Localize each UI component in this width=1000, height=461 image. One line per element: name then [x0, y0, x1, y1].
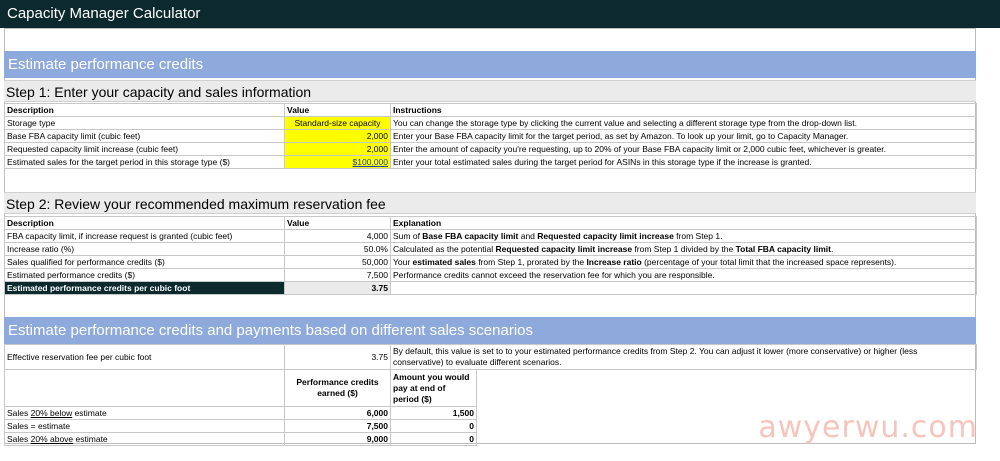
row-instructions: You can change the storage type by click… [390, 116, 977, 130]
estimated-sales-value[interactable]: $100,000 [352, 157, 388, 167]
column-header: Description [4, 216, 285, 230]
table-row: Increase ratio (%) 50.0% Calculated as t… [4, 242, 977, 256]
column-header-payment: Amount you would pay at end of period ($) [390, 369, 477, 407]
column-header: Value [284, 103, 391, 117]
credits-earned: 6,000 [284, 406, 391, 420]
table-header-row: Description Value Explanation [4, 216, 977, 230]
row-instructions: Enter the amount of capacity you're requ… [390, 142, 977, 156]
effective-fee-input[interactable]: 3.75 [284, 344, 391, 370]
storage-type-select[interactable]: Standard-size capacity [284, 116, 391, 130]
scenario-table: Effective reservation fee per cubic foot… [4, 344, 978, 446]
credits-earned: 9,000 [284, 432, 391, 446]
fee-row: Effective reservation fee per cubic foot… [4, 344, 978, 370]
table-row: Sales 20% below estimate 6,000 1,500 [4, 406, 977, 420]
estimated-sales-input[interactable]: $100,000 [284, 155, 391, 169]
row-description: FBA capacity limit, if increase request … [4, 229, 285, 243]
fee-note: By default, this value is set to to your… [389, 344, 978, 370]
table-row: Sales 20% above estimate 9,000 0 [4, 432, 977, 446]
row-instructions: Enter your Base FBA capacity limit for t… [390, 129, 977, 143]
section-heading-sales-scenarios: Estimate performance credits and payment… [4, 317, 976, 344]
row-value: 7,500 [284, 268, 391, 282]
row-explanation: Calculated as the potential Requested ca… [390, 242, 977, 256]
amount-to-pay: 0 [390, 419, 477, 433]
title-bar-fill [975, 0, 1000, 28]
row-description: Estimated performance credits ($) [4, 268, 285, 282]
spacer-cell [477, 370, 977, 407]
table-row: FBA capacity limit, if increase request … [4, 229, 977, 243]
row-value: 4,000 [284, 229, 391, 243]
scenario-label: Sales 20% above estimate [4, 432, 285, 446]
column-header: Value [284, 216, 391, 230]
result-value: 3.75 [284, 281, 391, 295]
column-header: Description [4, 103, 285, 117]
fee-label: Effective reservation fee per cubic foot [4, 344, 285, 370]
table-row: Sales qualified for performance credits … [4, 255, 977, 269]
row-instructions: Enter your total estimated sales during … [390, 155, 977, 169]
step1-table: Description Value Instructions Storage t… [4, 103, 977, 169]
row-description: Base FBA capacity limit (cubic feet) [4, 129, 285, 143]
table-row: Estimated sales for the target period in… [4, 155, 977, 169]
table-row: Storage type Standard-size capacity You … [4, 116, 977, 130]
watermark: awyerwu.com [758, 410, 978, 445]
amount-to-pay: 1,500 [390, 406, 477, 420]
scenario-label: Sales = estimate [4, 419, 285, 433]
table-header-row: Description Value Instructions [4, 103, 977, 117]
requested-increase-input[interactable]: 2,000 [284, 142, 391, 156]
row-description: Increase ratio (%) [4, 242, 285, 256]
table-row: Estimated performance credits ($) 7,500 … [4, 268, 977, 282]
step2-table: Description Value Explanation FBA capaci… [4, 216, 977, 295]
table-row: Base FBA capacity limit (cubic feet) 2,0… [4, 129, 977, 143]
row-explanation: Sum of Base FBA capacity limit and Reque… [390, 229, 977, 243]
scenario-label: Sales 20% below estimate [4, 406, 285, 420]
column-header: Instructions [390, 103, 977, 117]
section-heading-estimate-credits: Estimate performance credits [4, 51, 976, 78]
row-description: Storage type [4, 116, 285, 130]
result-empty-cell [390, 281, 977, 295]
row-description: Requested capacity limit increase (cubic… [4, 142, 285, 156]
amount-to-pay: 0 [390, 432, 477, 446]
row-description: Estimated sales for the target period in… [4, 155, 285, 169]
column-header-credits: Performance credits earned ($) [284, 369, 391, 407]
row-explanation: Your estimated sales from Step 1, prorat… [390, 255, 977, 269]
row-description: Sales qualified for performance credits … [4, 255, 285, 269]
app-title: Capacity Manager Calculator [0, 0, 975, 28]
row-value: 50,000 [284, 255, 391, 269]
header-empty-cell [4, 369, 285, 407]
scenario-header-row: Performance credits earned ($) Amount you… [4, 369, 977, 407]
row-explanation: Performance credits cannot exceed the re… [390, 268, 977, 282]
step1-heading: Step 1: Enter your capacity and sales in… [4, 80, 976, 102]
row-value: 50.0% [284, 242, 391, 256]
step2-heading: Step 2: Review your recommended maximum … [4, 192, 976, 214]
result-row: Estimated performance credits per cubic … [4, 281, 977, 295]
result-label: Estimated performance credits per cubic … [4, 281, 285, 295]
column-header: Explanation [390, 216, 977, 230]
credits-earned: 7,500 [284, 419, 391, 433]
table-row: Sales = estimate 7,500 0 [4, 419, 977, 433]
table-row: Requested capacity limit increase (cubic… [4, 142, 977, 156]
base-capacity-input[interactable]: 2,000 [284, 129, 391, 143]
